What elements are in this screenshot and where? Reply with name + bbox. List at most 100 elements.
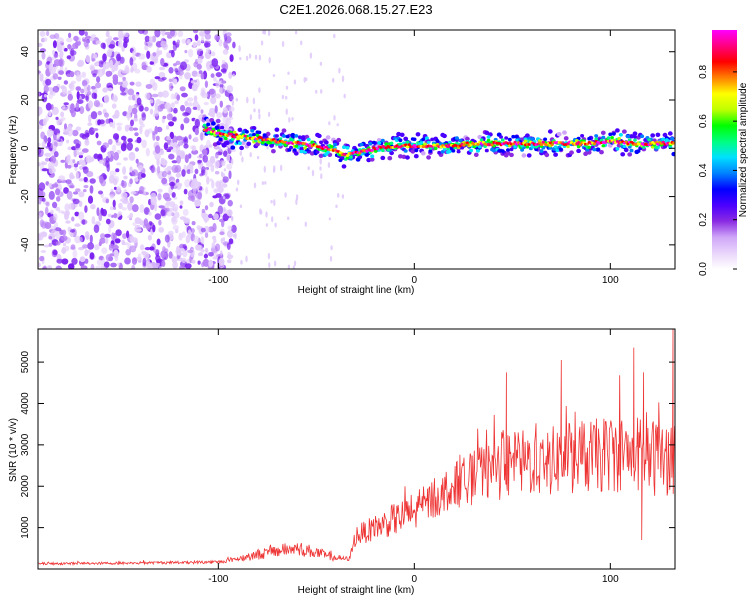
heatmap-cell xyxy=(223,194,230,200)
heatmap-cell xyxy=(257,108,261,114)
heatmap-cell xyxy=(188,48,194,58)
heatmap-cell xyxy=(154,265,159,269)
heatmap-cell xyxy=(260,209,263,215)
heatmap-cell xyxy=(41,168,49,172)
heatmap-cell xyxy=(136,97,142,106)
heatmap-cell xyxy=(70,184,75,189)
heatmap-cell xyxy=(92,73,97,78)
heatmap-cell xyxy=(70,232,74,238)
heatmap-cell xyxy=(585,142,590,146)
heatmap-cell xyxy=(236,137,240,141)
heatmap-cell xyxy=(212,195,218,199)
heatmap-cell xyxy=(146,261,153,269)
heatmap-cell xyxy=(203,253,208,259)
heatmap-cell xyxy=(64,123,67,130)
heatmap-cell xyxy=(38,60,43,67)
heatmap-cell xyxy=(50,229,58,238)
heatmap-cell xyxy=(43,85,49,94)
heatmap-cell xyxy=(83,85,88,93)
heatmap-cell xyxy=(201,208,206,214)
heatmap-cell xyxy=(73,35,79,42)
heatmap-cell xyxy=(220,129,224,134)
heatmap-cell xyxy=(218,257,225,266)
heatmap-cell xyxy=(227,225,233,231)
heatmap-cell xyxy=(369,157,375,162)
heatmap-cell xyxy=(291,117,294,121)
heatmap-cell xyxy=(102,174,108,180)
heatmap-cell xyxy=(211,180,215,189)
heatmap-cell xyxy=(76,71,80,77)
heatmap-cell xyxy=(224,123,229,127)
heatmap-cell xyxy=(67,44,72,50)
heatmap-cell xyxy=(183,117,190,124)
heatmap-cell xyxy=(303,146,307,150)
heatmap-cell xyxy=(157,188,163,193)
heatmap-cell xyxy=(39,255,45,262)
x-tick-label: 0 xyxy=(412,574,418,585)
heatmap-cell xyxy=(135,158,139,164)
heatmap-cell xyxy=(107,213,112,218)
heatmap-cell xyxy=(271,138,275,141)
heatmap-cell xyxy=(90,34,97,39)
heatmap-cell xyxy=(174,100,179,105)
heatmap-cell xyxy=(214,152,219,159)
heatmap-cell xyxy=(184,154,189,164)
heatmap-cell xyxy=(280,164,283,172)
heatmap-cell xyxy=(137,171,144,180)
heatmap-cell xyxy=(113,213,118,219)
heatmap-cell xyxy=(38,162,41,167)
heatmap-cell xyxy=(170,102,175,108)
heatmap-cell xyxy=(73,163,79,168)
heatmap-cell xyxy=(146,50,151,59)
heatmap-cell xyxy=(38,212,42,217)
heatmap-cell xyxy=(246,96,249,104)
heatmap-cell xyxy=(285,108,288,115)
heatmap-cell xyxy=(329,145,334,149)
heatmap-cell xyxy=(423,142,427,146)
heatmap-cell xyxy=(124,257,131,265)
heatmap-cell xyxy=(371,140,376,145)
heatmap-cell xyxy=(55,265,62,269)
heatmap-cell xyxy=(272,74,276,77)
heatmap-cell xyxy=(75,188,81,193)
heatmap-cell xyxy=(228,116,234,120)
heatmap-cell xyxy=(138,53,146,60)
heatmap-cell xyxy=(181,38,187,44)
heatmap-cell xyxy=(304,221,307,227)
heatmap-cell xyxy=(108,174,115,184)
heatmap-cell xyxy=(134,147,139,152)
heatmap-cell xyxy=(89,66,95,71)
heatmap-cell xyxy=(198,70,203,75)
heatmap-cell xyxy=(91,58,96,62)
heatmap-cell xyxy=(74,40,79,49)
heatmap-cell xyxy=(218,39,223,47)
heatmap-cell xyxy=(220,125,225,130)
heatmap-cell xyxy=(132,50,137,57)
heatmap-cell xyxy=(419,141,424,145)
heatmap-cell xyxy=(213,188,219,193)
heatmap-cell xyxy=(161,76,167,81)
heatmap-cell xyxy=(338,151,342,155)
heatmap-cell xyxy=(121,180,127,189)
heatmap-cell xyxy=(144,92,151,100)
heatmap-cell xyxy=(154,213,162,220)
heatmap-cell xyxy=(105,30,110,38)
heatmap-cell xyxy=(267,111,271,118)
heatmap-cell xyxy=(245,55,249,61)
heatmap-cell xyxy=(176,135,183,141)
heatmap-cell xyxy=(84,31,88,37)
heatmap-cell xyxy=(149,36,153,42)
heatmap-cell xyxy=(202,154,208,163)
heatmap-cell xyxy=(203,213,210,222)
heatmap-cell xyxy=(661,140,665,144)
heatmap-cell xyxy=(228,238,234,245)
y-tick-label: -40 xyxy=(20,237,31,252)
heatmap-cell xyxy=(305,77,308,81)
heatmap-cell xyxy=(111,66,116,73)
heatmap-cell xyxy=(156,158,160,166)
heatmap-cell xyxy=(48,236,53,240)
heatmap-cell xyxy=(268,262,271,268)
heatmap-cell xyxy=(44,222,52,229)
heatmap-cell xyxy=(67,226,71,232)
heatmap-cell xyxy=(219,86,223,94)
